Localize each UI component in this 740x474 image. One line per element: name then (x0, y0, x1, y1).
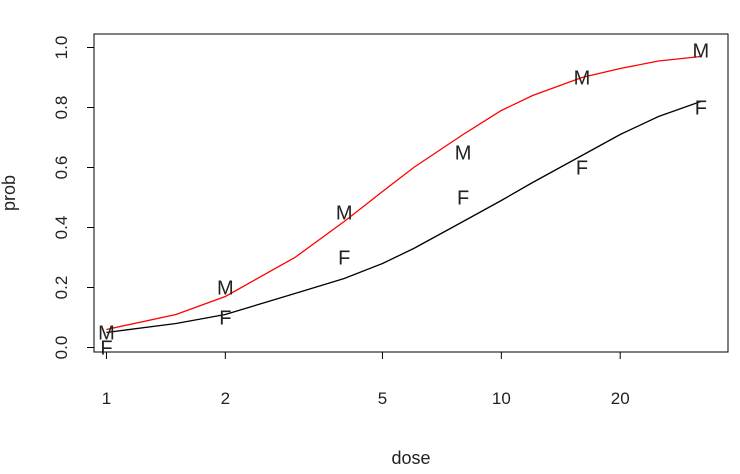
data-point-f: F (576, 158, 588, 180)
x-tick-label: 2 (221, 389, 230, 408)
x-tick-label: 20 (611, 389, 630, 408)
data-point-f: F (457, 188, 469, 210)
data-point-m: M (217, 278, 234, 300)
y-axis-title: prob (0, 175, 19, 211)
data-point-f: F (100, 338, 112, 360)
data-point-f: F (219, 308, 231, 330)
y-tick-label: 0.8 (52, 96, 71, 120)
y-tick-label: 1.0 (52, 36, 71, 60)
plot-frame (93, 33, 729, 353)
y-tick-label: 0.4 (52, 216, 71, 240)
y-tick-label: 0.6 (52, 156, 71, 180)
y-tick-label: 0.2 (52, 276, 71, 300)
x-axis: 1 2 5 10 20 (102, 351, 630, 408)
data-point-m: M (98, 323, 115, 345)
data-point-m: M (336, 203, 353, 225)
x-tick-label: 10 (492, 389, 511, 408)
fitted-curve-m (106, 55, 701, 331)
y-axis: 0.0 0.2 0.4 0.6 0.8 1.0 (52, 36, 95, 360)
x-tick-label: 5 (378, 389, 387, 408)
fitted-curve-f (106, 100, 702, 334)
x-axis-title: dose (391, 448, 430, 468)
x-tick-label: 1 (102, 389, 111, 408)
data-point-m: M (455, 143, 472, 165)
data-point-f: F (695, 98, 707, 120)
y-tick-label: 0.0 (52, 336, 71, 360)
data-point-m: M (574, 68, 591, 90)
data-point-f: F (338, 248, 350, 270)
data-point-m: M (692, 41, 709, 63)
fitted-curves (106, 55, 702, 334)
